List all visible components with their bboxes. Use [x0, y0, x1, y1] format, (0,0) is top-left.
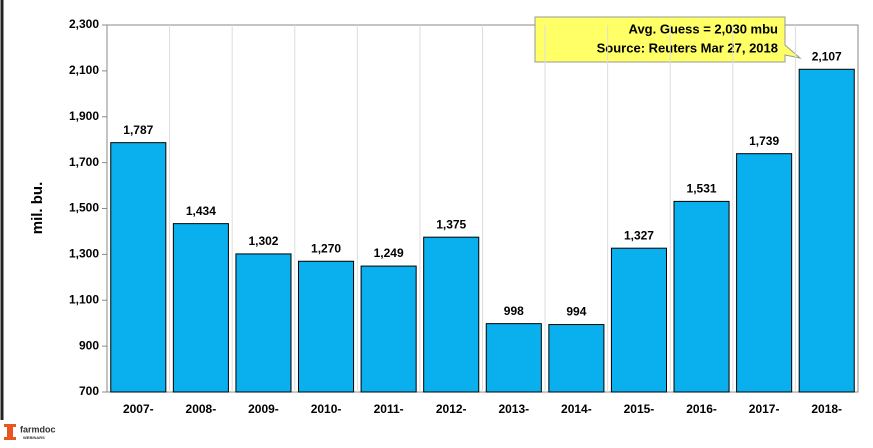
data-label: 1,434 [186, 204, 216, 218]
logo-icon [4, 424, 16, 440]
bar [235, 253, 292, 393]
y-tick-label: 2,300 [69, 17, 99, 31]
data-label: 1,531 [687, 182, 717, 196]
annotation-text: Source: Reuters Mar 27, 2018 [597, 40, 778, 55]
y-tick-label: 900 [79, 338, 99, 352]
bar [110, 142, 167, 393]
x-tick-label: 2008- [186, 402, 217, 416]
bar [798, 68, 855, 393]
bar [423, 236, 480, 393]
x-tick-label: 2017- [749, 402, 780, 416]
logo-sub: WEBINARS [23, 435, 45, 440]
data-label: 1,787 [123, 123, 153, 137]
bar [548, 324, 605, 393]
x-tick-label: 2014- [561, 402, 592, 416]
y-tick-label: 1,900 [69, 109, 99, 123]
annotation-box [534, 16, 802, 63]
bar [172, 223, 229, 393]
logo: farmdoc WEBINARS [4, 424, 56, 440]
annotation-text: Avg. Guess = 2,030 mbu [629, 21, 779, 36]
data-label: 1,270 [311, 241, 341, 255]
bar [360, 265, 417, 393]
x-tick-label: 2018- [811, 402, 842, 416]
y-tick-label: 1,100 [69, 292, 99, 306]
x-tick-label: 2016- [686, 402, 717, 416]
data-label: 998 [504, 304, 524, 318]
data-label: 1,302 [248, 234, 278, 248]
x-tick-label: 2015- [624, 402, 655, 416]
bar [610, 247, 667, 393]
x-tick-label: 2009- [248, 402, 279, 416]
bar [673, 200, 730, 393]
y-tick-label: 2,100 [69, 63, 99, 77]
data-label: 1,327 [624, 228, 654, 242]
x-tick-label: 2007- [123, 402, 154, 416]
y-axis-title: mil. bu. [29, 182, 46, 235]
bar [736, 153, 793, 393]
y-tick-label: 1,300 [69, 247, 99, 261]
bar [485, 323, 542, 393]
logo-name: farmdoc [20, 424, 56, 434]
data-label: 2,107 [812, 49, 842, 63]
data-label: 1,249 [374, 246, 404, 260]
x-tick-label: 2012- [436, 402, 467, 416]
x-tick-label: 2013- [498, 402, 529, 416]
data-label: 994 [566, 305, 586, 319]
y-tick-label: 1,700 [69, 155, 99, 169]
y-tick-label: 700 [79, 384, 99, 398]
data-label: 1,375 [436, 217, 466, 231]
x-tick-label: 2010- [311, 402, 342, 416]
y-tick-label: 1,500 [69, 201, 99, 215]
annotation: Avg. Guess = 2,030 mbu Source: Reuters M… [534, 16, 802, 63]
bar [298, 260, 355, 393]
data-label: 1,739 [749, 134, 779, 148]
x-tick-label: 2011- [374, 402, 404, 416]
